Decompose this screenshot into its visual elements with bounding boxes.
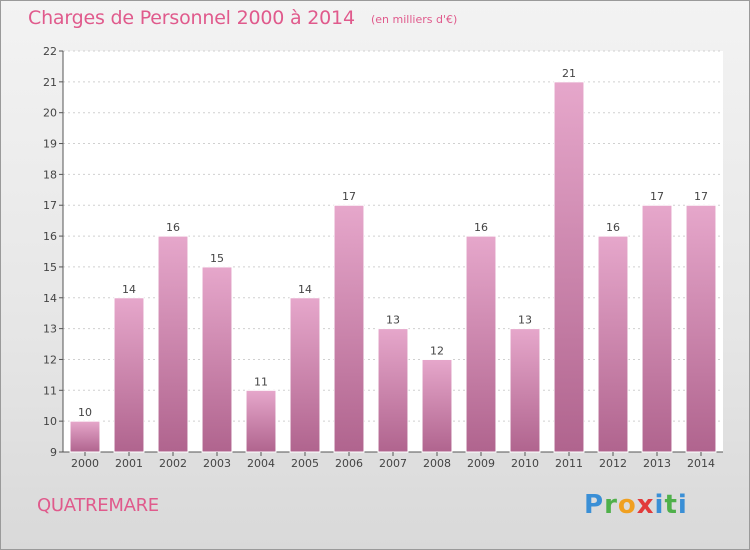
data-label: 17	[650, 190, 664, 203]
bar-2006[interactable]	[333, 204, 365, 453]
x-tick-label: 2001	[115, 457, 143, 470]
data-label: 17	[342, 190, 356, 203]
y-tick-label: 16	[43, 230, 57, 243]
bar-2002[interactable]	[157, 235, 189, 453]
x-tick-label: 2010	[511, 457, 539, 470]
y-tick-label: 9	[50, 446, 57, 459]
x-tick-label: 2009	[467, 457, 495, 470]
data-label: 12	[430, 344, 444, 357]
data-label: 16	[606, 221, 620, 234]
bar-2014[interactable]	[685, 204, 717, 453]
y-tick-label: 10	[43, 415, 57, 428]
bar-2004[interactable]	[245, 389, 277, 453]
data-label: 13	[386, 314, 400, 327]
bar-2007[interactable]	[377, 328, 409, 453]
chart-title: Charges de Personnel 2000 à 2014	[28, 7, 355, 29]
data-label: 10	[78, 406, 92, 419]
bar-2005[interactable]	[289, 297, 321, 453]
x-tick-label: 2000	[71, 457, 99, 470]
x-tick-label: 2013	[643, 457, 671, 470]
y-tick-label: 19	[43, 138, 57, 151]
data-label: 14	[298, 283, 312, 296]
x-tick-label: 2011	[555, 457, 583, 470]
y-tick-label: 17	[43, 199, 57, 212]
x-tick-label: 2008	[423, 457, 451, 470]
data-label: 21	[562, 67, 576, 80]
data-label: 11	[254, 375, 268, 388]
bar-2011[interactable]	[553, 81, 585, 453]
x-tick-label: 2012	[599, 457, 627, 470]
x-tick-label: 2003	[203, 457, 231, 470]
data-label: 14	[122, 283, 136, 296]
proxiti-logo[interactable]: Proxiti	[584, 490, 688, 520]
bar-2013[interactable]	[641, 204, 673, 453]
bar-2009[interactable]	[465, 235, 497, 453]
commune-name: QUATREMARE	[37, 495, 159, 516]
chart-subtitle: (en milliers d'€)	[371, 13, 458, 26]
bar-2000[interactable]	[69, 420, 101, 453]
x-tick-label: 2007	[379, 457, 407, 470]
data-label: 16	[166, 221, 180, 234]
x-tick-label: 2005	[291, 457, 319, 470]
y-tick-label: 15	[43, 261, 57, 274]
y-tick-label: 11	[43, 384, 57, 397]
bar-2003[interactable]	[201, 266, 233, 453]
x-tick-label: 2002	[159, 457, 187, 470]
data-label: 13	[518, 314, 532, 327]
y-tick-label: 14	[43, 292, 57, 305]
bar-2008[interactable]	[421, 358, 453, 453]
x-tick-label: 2006	[335, 457, 363, 470]
x-tick-label: 2014	[687, 457, 715, 470]
bar-2001[interactable]	[113, 297, 145, 453]
x-tick-label: 2004	[247, 457, 275, 470]
data-label: 15	[210, 252, 224, 265]
data-label: 17	[694, 190, 708, 203]
bar-2010[interactable]	[509, 328, 541, 453]
y-tick-label: 12	[43, 353, 57, 366]
y-tick-label: 21	[43, 76, 57, 89]
data-label: 16	[474, 221, 488, 234]
y-tick-label: 20	[43, 107, 57, 120]
y-tick-label: 13	[43, 323, 57, 336]
y-tick-label: 18	[43, 168, 57, 181]
y-tick-label: 22	[43, 45, 57, 58]
bar-2012[interactable]	[597, 235, 629, 453]
